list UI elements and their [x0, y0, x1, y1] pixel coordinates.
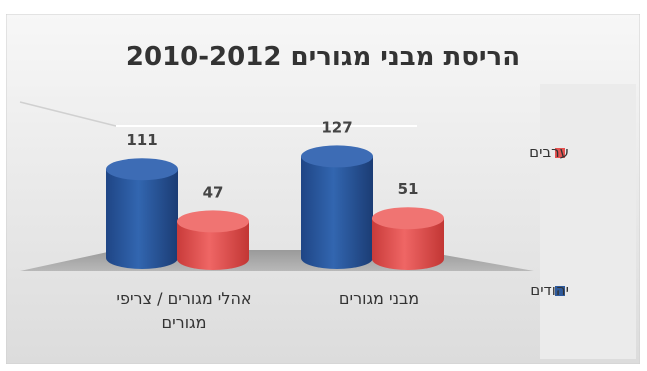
back-wall-line: [19, 101, 117, 127]
bar-top: [301, 145, 373, 168]
legend-swatch-jews: [555, 286, 565, 296]
bar-body: [372, 218, 444, 270]
legend-label-jews: יהודים: [530, 281, 569, 299]
bar-top: [372, 207, 444, 230]
legend: ערבים יהודים: [529, 143, 569, 299]
bar-jews-1: [106, 158, 178, 269]
legend-background: [540, 84, 636, 359]
plot-area: 127 111 51 47 מבני מגורים אהלי מגורים / צריפי…: [106, 118, 444, 332]
bar-top: [106, 158, 178, 181]
bar-body: [301, 156, 373, 269]
bar-arabs-1: [177, 210, 249, 270]
bar-body: [177, 221, 249, 270]
bar-arabs-0: [372, 207, 444, 270]
data-label: 51: [398, 180, 419, 198]
bar-body: [106, 169, 178, 269]
category-label: מבני מגורים: [339, 289, 419, 308]
bar-jews-0: [301, 145, 373, 269]
legend-label-arabs: ערבים: [529, 143, 569, 161]
data-label: 127: [321, 118, 352, 136]
data-label: 47: [203, 183, 224, 201]
category-label: מגורים: [161, 313, 206, 332]
bar-top: [177, 210, 249, 233]
chart-title: הריסת מבני מגורים 2010-2012: [126, 42, 520, 72]
legend-swatch-arabs: [555, 148, 565, 158]
category-label: אהלי מגורים / צריפי: [116, 289, 251, 308]
data-label: 111: [126, 131, 157, 149]
chart: הריסת מבני מגורים 2010-2012 127 111 51 47 מב…: [6, 14, 640, 364]
